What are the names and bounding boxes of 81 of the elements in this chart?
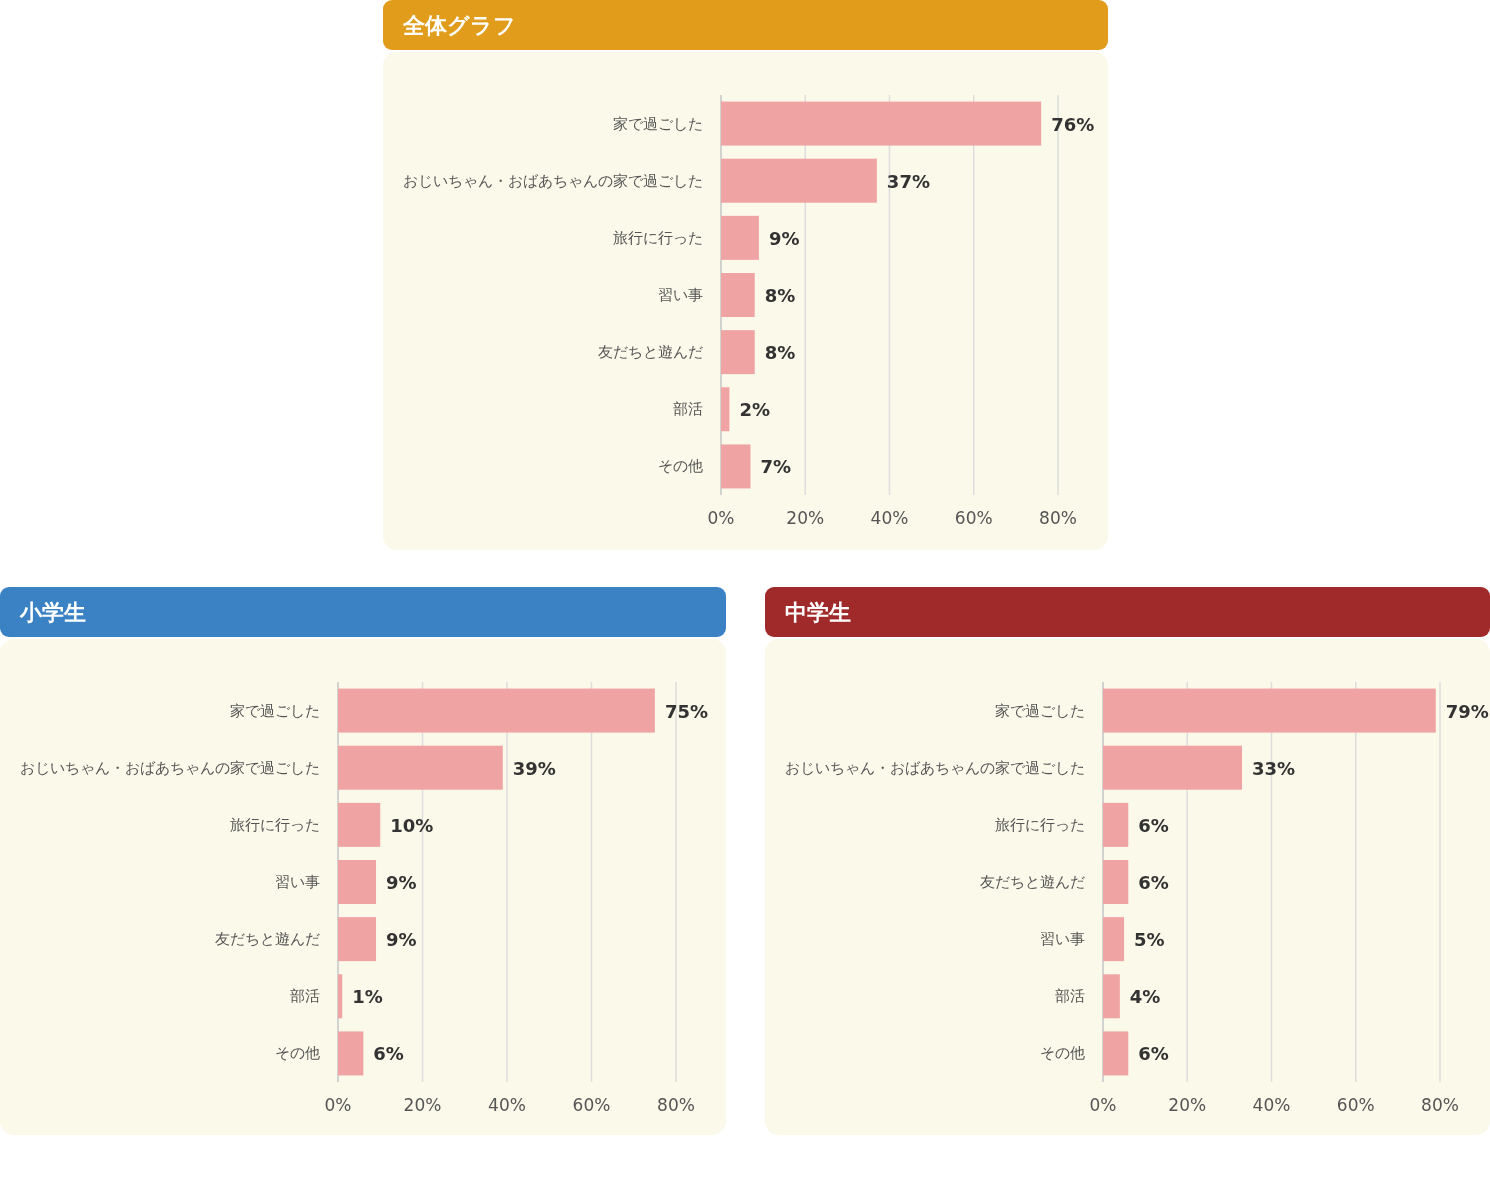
y-tick-label: 旅行に行った	[613, 228, 703, 247]
data-label: 7%	[760, 456, 792, 478]
y-tick-label: 習い事	[1040, 930, 1085, 949]
x-tick-label: 20%	[1168, 1095, 1207, 1115]
y-tick-label: 友だちと遊んだ	[980, 873, 1085, 891]
data-label: 39%	[512, 757, 556, 779]
x-tick-label: 40%	[870, 508, 909, 528]
data-label: 6%	[1138, 872, 1169, 893]
data-label: 2%	[739, 399, 770, 421]
bar	[721, 387, 730, 432]
data-label: 9%	[386, 872, 417, 893]
data-label: 6%	[1138, 814, 1169, 836]
x-tick-label: 40%	[1252, 1095, 1291, 1115]
y-tick-label: 家で過ごした	[995, 701, 1085, 720]
bar	[1103, 802, 1129, 847]
bar	[1103, 745, 1243, 790]
data-label: 8%	[764, 285, 796, 306]
bar	[338, 688, 655, 733]
x-tick-label: 0%	[324, 1095, 352, 1115]
y-tick-label: その他	[275, 1044, 320, 1063]
x-tick-label: 0%	[1089, 1095, 1117, 1115]
data-label: 1%	[352, 986, 383, 1008]
bar	[721, 330, 755, 375]
bar	[1103, 860, 1129, 904]
y-tick-label: 部活	[1055, 987, 1085, 1006]
y-tick-label: おじいちゃん・おばあちゃんの家で過ごした	[20, 758, 320, 777]
data-label: 75%	[664, 700, 708, 722]
bar	[721, 444, 751, 489]
y-tick-label: その他	[658, 457, 703, 476]
x-tick-label: 0%	[707, 508, 735, 528]
bar	[1103, 1031, 1129, 1076]
y-tick-label: 友だちと遊んだ	[598, 343, 703, 362]
bar	[338, 745, 503, 790]
y-tick-label: 旅行に行った	[230, 815, 320, 834]
data-label: 8%	[764, 342, 796, 364]
x-tick-label: 60%	[572, 1095, 611, 1115]
y-tick-label: 家で過ごした	[230, 701, 320, 720]
x-tick-label: 60%	[1336, 1095, 1375, 1115]
bar	[721, 101, 1042, 146]
x-tick-label: 20%	[403, 1095, 442, 1115]
text: 全体グラフ	[402, 13, 516, 38]
x-tick-label: 20%	[786, 508, 825, 528]
x-tick-label: 60%	[954, 508, 993, 528]
bar	[721, 273, 755, 317]
data-label: 6%	[1138, 1043, 1169, 1065]
bar	[338, 860, 377, 904]
x-tick-label: 80%	[657, 1095, 695, 1115]
x-tick-label: 40%	[488, 1095, 526, 1115]
bar	[721, 158, 877, 203]
data-label: 6%	[373, 1043, 404, 1065]
y-tick-label: おじいちゃん・おばあちゃんの家で過ごした	[403, 171, 703, 190]
data-label: 79%	[1445, 700, 1489, 722]
data-label: 4%	[1129, 986, 1161, 1008]
y-tick-label: おじいちゃん・おばあちゃんの家で過ごした	[785, 758, 1085, 777]
bar	[338, 917, 377, 962]
y-tick-label: 習い事	[275, 873, 320, 891]
x-tick-label: 80%	[1421, 1095, 1459, 1115]
data-label: 33%	[1252, 757, 1296, 779]
bar	[338, 802, 381, 847]
y-tick-label: 部活	[673, 400, 703, 419]
bar	[1103, 974, 1120, 1019]
text: 小学生	[19, 600, 86, 625]
bar	[721, 215, 759, 260]
text: 中学生	[785, 600, 851, 625]
bar	[1103, 688, 1436, 733]
y-tick-label: 旅行に行った	[995, 815, 1085, 834]
bar	[338, 1031, 364, 1076]
y-tick-label: 友だちと遊んだ	[215, 930, 320, 949]
x-tick-label: 80%	[1039, 508, 1077, 528]
y-tick-label: その他	[1040, 1044, 1085, 1063]
y-tick-label: 習い事	[658, 286, 703, 304]
data-label: 76%	[1051, 113, 1095, 135]
data-label: 37%	[886, 170, 930, 192]
bar	[338, 974, 343, 1019]
y-tick-label: 家で過ごした	[613, 114, 703, 133]
bar	[1103, 917, 1125, 962]
data-label: 10%	[390, 814, 434, 836]
data-label: 5%	[1134, 929, 1165, 951]
data-label: 9%	[768, 227, 800, 249]
y-tick-label: 部活	[290, 987, 320, 1006]
data-label: 9%	[386, 929, 417, 951]
